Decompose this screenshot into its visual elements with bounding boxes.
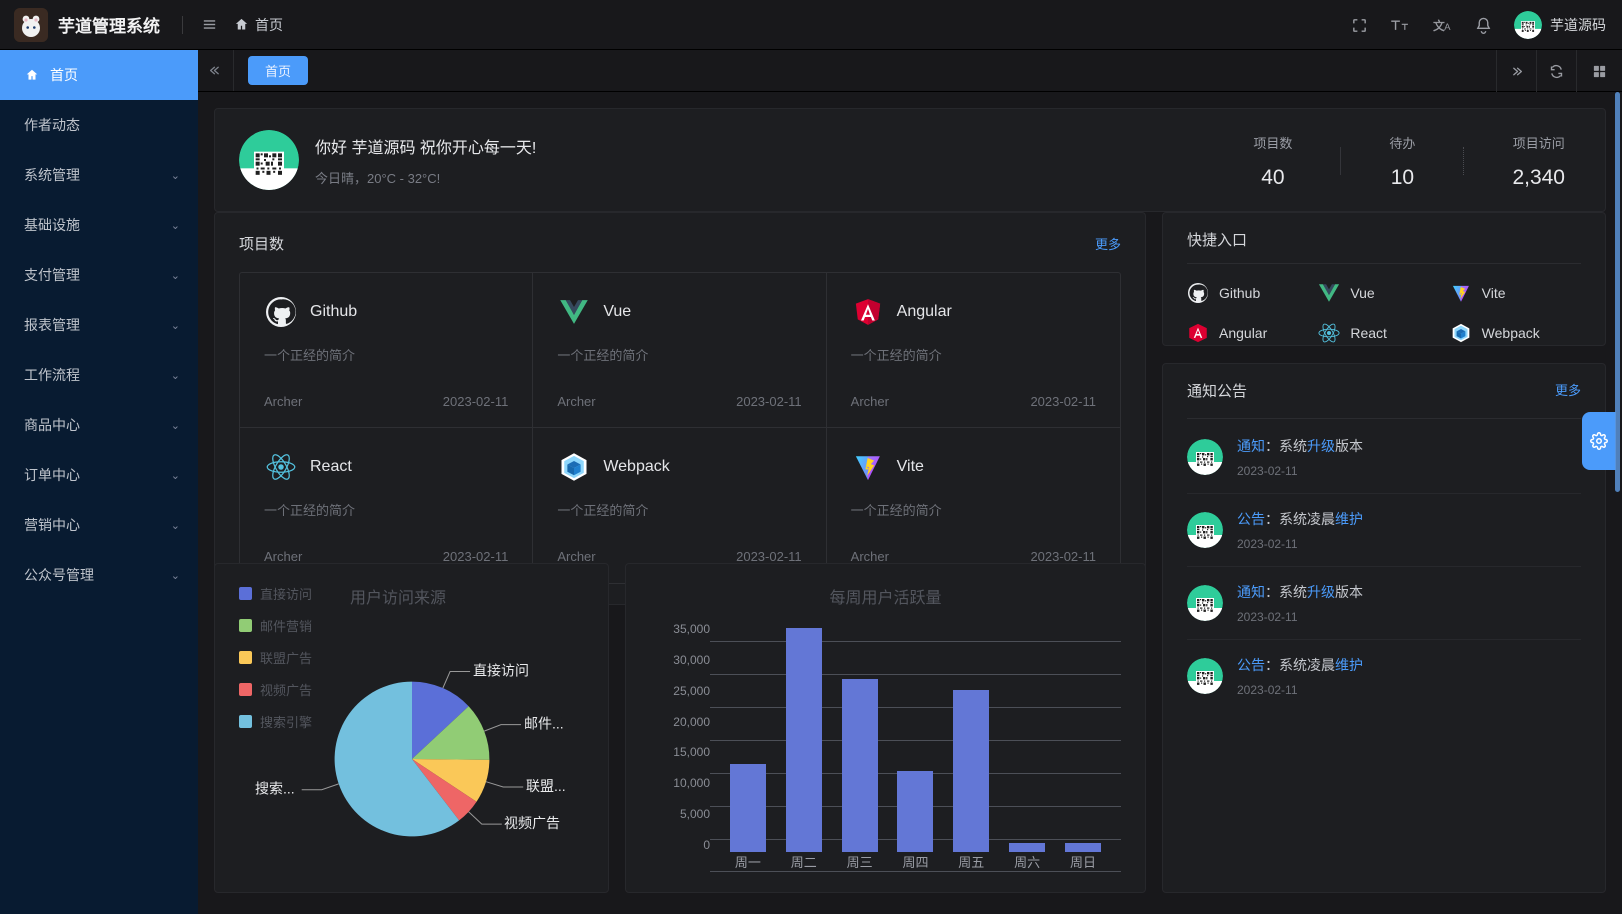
- svg-text:A: A: [1444, 21, 1451, 31]
- svg-text:视频广告: 视频广告: [504, 815, 560, 831]
- svg-text:联盟...: 联盟...: [526, 778, 566, 794]
- svg-text:邮件...: 邮件...: [524, 716, 564, 732]
- svg-text:文: 文: [1433, 18, 1445, 32]
- svg-text:直接访问: 直接访问: [473, 663, 529, 679]
- svg-text:搜索...: 搜索...: [255, 781, 295, 797]
